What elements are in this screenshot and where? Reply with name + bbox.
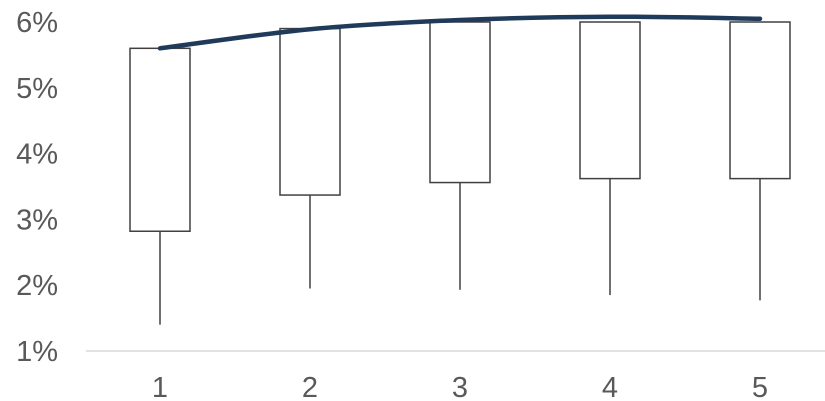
y-tick-label: 1% [16,336,58,368]
box [429,21,491,184]
box [279,27,341,196]
boxes [129,21,791,232]
trend-line [157,14,763,51]
x-tick-label: 1 [152,372,168,401]
x-tick-label: 3 [452,372,468,401]
x-tick-label: 2 [302,372,318,401]
y-tick-label: 4% [16,139,58,171]
y-axis-tick-labels: 1% 2% 3% 4% 5% 6% [16,7,58,368]
y-tick-label: 3% [16,204,58,236]
x-tick-label: 4 [602,372,618,401]
box [129,47,191,232]
box [729,21,791,180]
y-tick-label: 5% [16,73,58,105]
y-tick-label: 2% [16,270,58,302]
box [579,21,641,180]
whiskers [159,178,761,325]
x-axis-tick-labels: 1 2 3 4 5 [152,372,768,401]
y-tick-label: 6% [16,7,58,39]
x-tick-label: 5 [752,372,768,401]
